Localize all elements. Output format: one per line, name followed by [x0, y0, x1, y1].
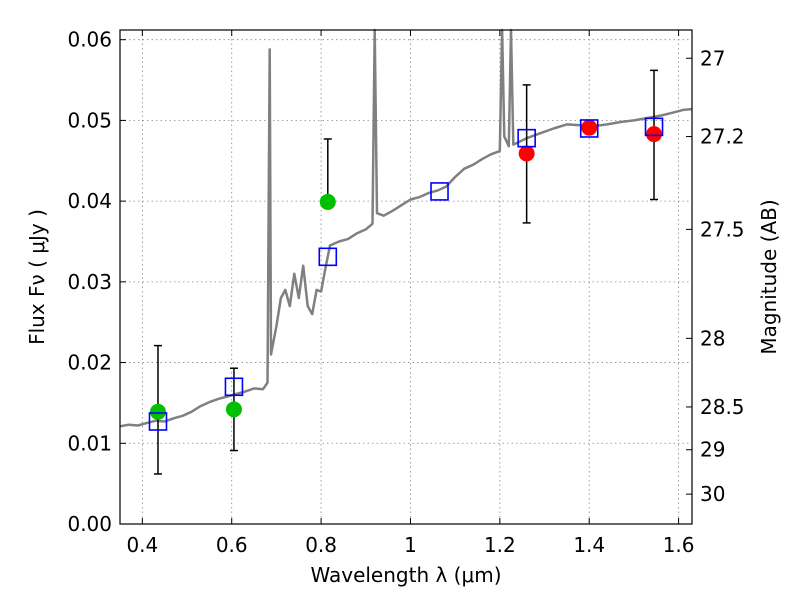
- green-data-point: [319, 193, 336, 210]
- right-axis-label: Magnitude (AB): [757, 199, 781, 354]
- model-box: [644, 117, 664, 137]
- x-tick-label: 1.6: [663, 533, 695, 557]
- plot-frame: [119, 29, 693, 525]
- y-tick-label: 0.03: [67, 270, 112, 294]
- model-box: [148, 412, 168, 431]
- y-tick-label: 0.02: [67, 351, 112, 375]
- green-data-point: [149, 403, 166, 420]
- right-tick-label: 28.5: [700, 395, 745, 419]
- y-tick-label: 0.00: [67, 512, 112, 536]
- model-box: [430, 182, 449, 201]
- right-tick-label: 29: [700, 438, 725, 462]
- x-tick-label: 0.8: [305, 533, 337, 557]
- model-box: [318, 247, 338, 267]
- green-data-point: [225, 401, 242, 418]
- x-tick-label: 0.6: [216, 533, 248, 557]
- y-tick-label: 0.06: [67, 28, 112, 52]
- y-tick-label: 0.01: [67, 431, 112, 455]
- model-box: [579, 119, 599, 138]
- x-tick-label: 1.2: [484, 533, 516, 557]
- right-tick-label: 27.2: [700, 125, 745, 149]
- y-tick-label: 0.04: [67, 189, 112, 213]
- red-data-point: [581, 119, 598, 136]
- plot-layer: [119, 28, 693, 475]
- x-tick-label: 1.4: [573, 533, 605, 557]
- x-tick-label: 0.4: [126, 533, 158, 557]
- model-box: [517, 128, 536, 148]
- tick-layer: 0.4 0.6 0.8 1 1.2 1.4 1.6 0.00 0.01 0.02 0.03 0.04 0…: [67, 28, 744, 557]
- right-tick-label: 30: [700, 482, 725, 506]
- x-axis-label: Wavelength λ (μm): [310, 563, 501, 587]
- y-axis-label: Flux Fν ( μJy ): [25, 209, 49, 345]
- red-data-point: [646, 126, 663, 143]
- y-tick-label: 0.05: [67, 108, 112, 132]
- model-box: [224, 377, 244, 397]
- spectrum-line: [119, 28, 693, 428]
- right-tick-label: 27.5: [700, 217, 745, 241]
- right-tick-label: 27: [700, 46, 725, 70]
- x-tick-label: 1: [404, 533, 417, 557]
- right-tick-label: 28: [700, 326, 725, 350]
- red-data-point: [518, 145, 535, 162]
